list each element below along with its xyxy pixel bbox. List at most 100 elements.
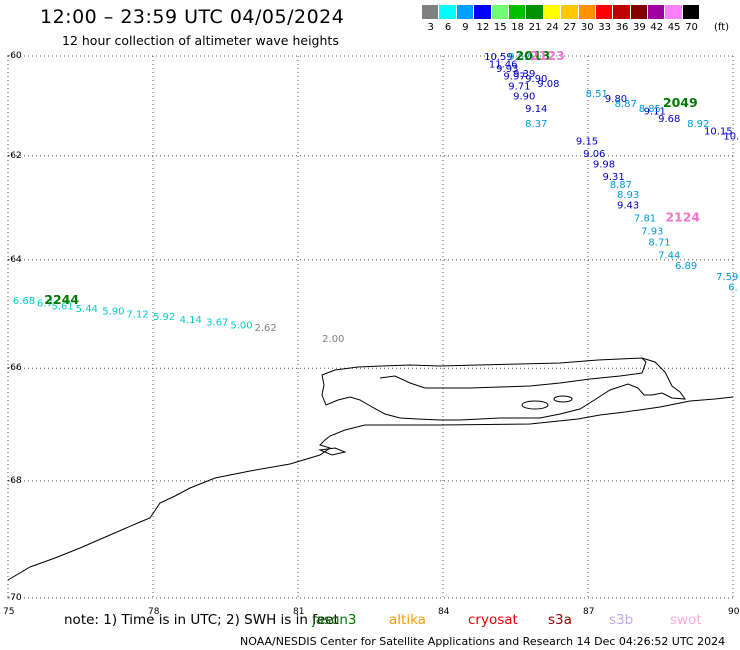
longitude-tick-label: 87 (583, 607, 595, 617)
latitude-tick-label: -60 (7, 51, 22, 61)
legend-level-label: 70 (685, 22, 698, 33)
legend-level-label: 9 (462, 22, 469, 33)
legend-swatch (491, 5, 509, 19)
wave-height-value: 7.93 (641, 227, 663, 238)
wave-height-value: 6.68 (13, 296, 35, 307)
legend-swatch (561, 5, 579, 19)
satellite-label-jason3: jason3 (312, 612, 357, 628)
legend-level-label: 33 (598, 22, 611, 33)
satellite-label-s3b: s3b (609, 612, 634, 628)
latitude-tick-label: -64 (7, 254, 22, 265)
satellite-label-swot: swot (670, 612, 702, 628)
wave-height-value: 9.11 (644, 106, 666, 117)
legend-swatch (648, 5, 666, 19)
legend-swatch (439, 5, 457, 19)
wave-height-value: 10.15 (704, 126, 733, 137)
island-outline (318, 447, 347, 456)
latitude-tick-label: -66 (7, 363, 22, 374)
wave-height-value: 7.59 (716, 272, 738, 283)
satellite-label-s3a: s3a (548, 612, 572, 628)
wave-height-value: 8.37 (525, 119, 547, 130)
satellite-label-cryosat: cryosat (468, 612, 518, 628)
legend-level-label: 3 (427, 22, 434, 33)
legend-unit: (ft) (714, 22, 730, 33)
wave-height-value: 5.44 (76, 304, 98, 315)
legend-level-label: 24 (546, 22, 559, 33)
island-outline (521, 400, 549, 410)
map-grid (7, 55, 734, 599)
wave-height-value: 6. (728, 282, 738, 293)
wave-height-legend: 3 6 9 12 15 18 21 24 27 30 33 36 39 42 45 70 (ft) (422, 5, 729, 33)
wave-height-value: 9.98 (593, 159, 615, 170)
wave-height-value: 9.90 (513, 91, 535, 102)
pass-time-label: 2123 (530, 48, 565, 63)
wave-height-value: 5.61 (52, 301, 74, 312)
wave-height-value: 9.62 (508, 52, 530, 63)
legend-level-label: 45 (667, 22, 681, 33)
legend-level-label: 18 (511, 22, 525, 33)
legend-level-label: 39 (633, 22, 646, 33)
credit-line: NOAA/NESDIS Center for Satellite Applica… (240, 635, 726, 648)
legend-swatch (665, 5, 683, 19)
satellite-label-altika: altika (389, 612, 426, 628)
legend-swatch (456, 5, 475, 19)
footer-note: note: 1) Time is in UTC; 2) SWH is in fe… (64, 612, 339, 628)
wave-height-value: 9.80 (605, 94, 627, 105)
wave-height-value: 10.59 (484, 52, 513, 63)
legend-swatch (543, 5, 562, 19)
ice-shelf-outline (321, 357, 687, 421)
longitude-tick-label: 81 (293, 607, 305, 617)
wave-height-value: 7.12 (126, 309, 148, 320)
coastline (7, 396, 734, 581)
latitude-tick-label: -68 (7, 475, 22, 486)
wave-height-value: 8.87 (615, 99, 637, 110)
island-outline (553, 395, 573, 403)
legend-swatch (595, 5, 614, 19)
wave-height-value: 8.92 (687, 119, 709, 130)
legend-swatch (630, 5, 649, 19)
wave-height-value: 4.14 (180, 315, 202, 326)
legend-level-label: 21 (528, 22, 542, 33)
wave-height-value: 7.81 (634, 214, 656, 225)
wave-height-value: 8.93 (617, 190, 639, 201)
legend-level-label: 6 (444, 22, 452, 33)
legend-level-label: 27 (563, 22, 577, 33)
wave-height-value: 11.46 (489, 59, 518, 70)
longitude-tick-label: 75 (3, 607, 15, 617)
wave-height-value: 8.87 (610, 180, 632, 191)
legend-level-label: 42 (650, 22, 664, 33)
pass-time-label: 2013 (516, 48, 551, 63)
legend-swatch (526, 5, 544, 19)
legend-swatch (422, 5, 440, 19)
wave-height-value: 9.90 (525, 74, 547, 85)
wave-height-value: 10.2 (723, 131, 740, 142)
legend-swatch (613, 5, 631, 19)
legend-level-label: 30 (580, 22, 594, 33)
pass-time-label: 2244 (44, 292, 79, 307)
legend-swatch (508, 5, 527, 19)
wave-height-value: 8.51 (586, 89, 608, 100)
wave-height-value: 9.08 (537, 79, 559, 90)
wave-height-value: 9.39 (513, 69, 535, 80)
pass-time-label: 2049 (663, 95, 698, 110)
wave-height-value: 8.71 (648, 237, 670, 248)
wave-height-value: 6.89 (675, 261, 697, 272)
longitude-tick-label: 84 (438, 607, 450, 617)
legend-level-label: 36 (615, 22, 629, 33)
wave-height-value: 9.93 (496, 64, 518, 75)
wave-height-value: 9.68 (658, 114, 680, 125)
legend-swatch (474, 5, 492, 19)
map-subtitle: 12 hour collection of altimeter wave hei… (62, 33, 339, 48)
wave-height-value: 2.00 (322, 334, 344, 345)
wave-height-value: 9.31 (603, 172, 625, 183)
wave-height-value: 9.71 (508, 81, 530, 92)
wave-height-value: 5.92 (153, 312, 175, 323)
map-title: 12:00 – 23:59 UTC 04/05/2024 (40, 6, 345, 28)
longitude-tick-label: 90 (728, 607, 740, 617)
wave-height-value: 9.97 (503, 72, 525, 83)
wave-height-value: 8.85 (639, 104, 661, 115)
wave-height-value: 7.44 (658, 250, 680, 261)
legend-swatch (682, 5, 701, 19)
